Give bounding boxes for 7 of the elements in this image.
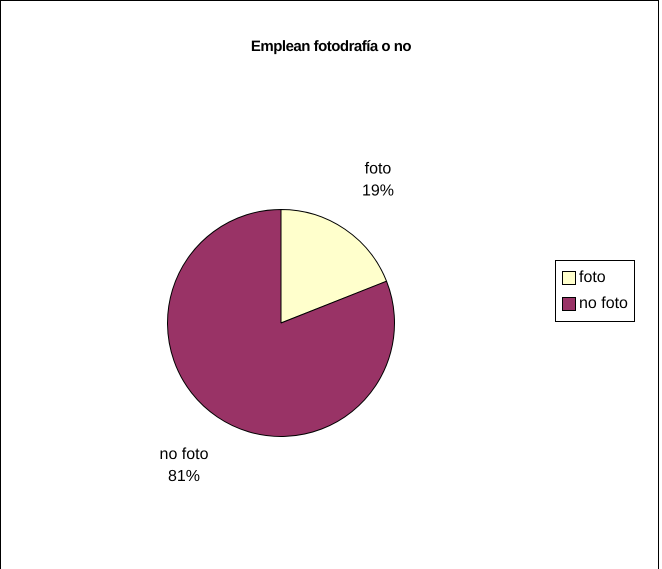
legend-label: no foto <box>579 295 628 313</box>
chart-title: Emplean fotodrafía o no <box>250 38 412 55</box>
slice-label: no foto <box>160 446 209 464</box>
slice-label: foto <box>364 160 392 178</box>
data-label: 81% <box>168 468 200 486</box>
data-label: 19% <box>362 182 394 200</box>
legend-label: foto <box>579 269 606 287</box>
